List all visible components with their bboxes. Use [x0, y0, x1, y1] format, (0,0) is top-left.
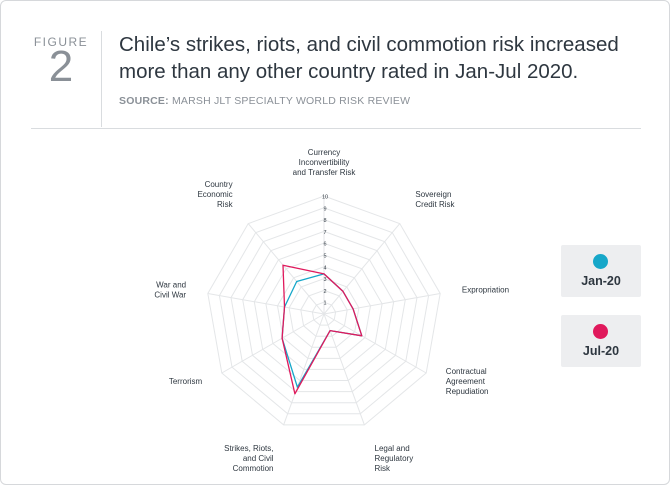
- category-label-line: Country: [205, 180, 233, 189]
- category-label-line: Regulatory: [375, 454, 414, 463]
- tick-label: 2: [323, 289, 326, 295]
- grid-ring: [230, 219, 418, 404]
- radar-series: [281, 264, 363, 395]
- grid-spoke: [283, 313, 325, 426]
- category-label-line: Strikes, Riots,: [224, 444, 273, 453]
- category-label-line: and Transfer Risk: [293, 168, 357, 177]
- source-text: MARSH JLT SPECIALTY WORLD RISK REVIEW: [168, 95, 411, 107]
- radar-grid: [207, 195, 441, 426]
- category-label-line: Agreement: [446, 377, 486, 386]
- category-label: Country Economic Risk: [197, 180, 233, 209]
- legend-label-jul-20: Jul-20: [582, 344, 620, 358]
- category-label-line: Civil War: [154, 290, 186, 299]
- chart-title-line: Chile’s strikes, riots, and civil commot…: [119, 33, 619, 56]
- category-label-line: and Civil: [243, 454, 274, 463]
- category-label-line: Economic: [197, 190, 232, 199]
- tick-label: 3: [323, 277, 326, 283]
- source-note: SOURCE: MARSH JLT SPECIALTY WORLD RISK R…: [119, 95, 410, 107]
- category-label: Terrorism: [169, 377, 203, 386]
- source-prefix: SOURCE:: [119, 95, 169, 107]
- grid-spoke: [221, 313, 325, 374]
- category-label: Strikes, Riots, and Civil Commotion: [224, 444, 274, 473]
- category-label-line: Commotion: [233, 464, 274, 473]
- chart-title: Chile’s strikes, riots, and civil commot…: [119, 31, 649, 85]
- radar-ticks: 1 2 3 4 5 6 7 8 9 10: [322, 195, 328, 307]
- legend-swatch-jan-20: [593, 254, 608, 269]
- tick-label: 1: [323, 301, 326, 307]
- category-label: Currency Inconvertibility and Transfer Ris…: [293, 148, 357, 177]
- category-label-line: Risk: [375, 464, 392, 473]
- tick-label: 9: [323, 206, 326, 212]
- figure-number: 2: [48, 42, 74, 91]
- category-label: War and Civil War: [154, 280, 186, 299]
- category-label-line: Risk: [217, 200, 234, 209]
- grid-spoke: [323, 313, 365, 426]
- tick-label: 8: [323, 218, 326, 224]
- category-label-line: War and: [156, 280, 186, 289]
- grid-spoke: [323, 313, 427, 374]
- grid-ring: [253, 242, 395, 381]
- category-label-line: Credit Risk: [415, 200, 455, 209]
- grid-ring: [242, 230, 406, 393]
- legend-item-jul-20: Jul-20: [561, 315, 641, 367]
- category-label-line: Terrorism: [169, 377, 203, 386]
- radar-category-labels: Currency Inconvertibility and Transfer Ris…: [154, 148, 509, 473]
- grid-spoke: [247, 223, 325, 315]
- legend-swatch-jul-20: [593, 324, 608, 339]
- title-divider: [101, 31, 102, 127]
- category-label-line: Repudiation: [446, 387, 489, 396]
- category-label-line: Expropriation: [462, 285, 509, 294]
- header-divider: [31, 128, 641, 129]
- chart-title-line: more than any other country rated in Jan…: [119, 60, 579, 83]
- grid-spoke: [207, 293, 325, 315]
- category-label-line: Contractual: [446, 367, 487, 376]
- category-label-line: Currency: [308, 148, 340, 157]
- grid-spoke: [323, 223, 401, 315]
- grid-ring: [311, 301, 337, 326]
- tick-label: 5: [323, 254, 326, 260]
- grid-ring: [218, 207, 430, 415]
- tick-label: 10: [322, 195, 328, 201]
- category-label-line: Sovereign: [415, 190, 451, 199]
- legend-label-jan-20: Jan-20: [581, 274, 621, 288]
- figure-label: FIGURE: [33, 35, 89, 49]
- category-label-line: Inconvertibility: [299, 158, 350, 167]
- grid-spoke: [323, 293, 441, 315]
- category-label-line: Legal and: [375, 444, 410, 453]
- category-label: Expropriation: [462, 285, 509, 294]
- grid-ring: [288, 278, 360, 348]
- grid-ring: [300, 289, 348, 337]
- category-label: Legal and Regulatory Risk: [375, 444, 414, 473]
- grid-ring: [207, 195, 441, 426]
- grid-ring: [276, 266, 372, 359]
- category-label: Contractual Agreement Repudiation: [446, 367, 489, 396]
- tick-label: 6: [323, 242, 326, 248]
- legend-item-jan-20: Jan-20: [561, 245, 641, 297]
- grid-ring: [265, 254, 383, 370]
- tick-label: 7: [323, 230, 326, 236]
- category-label: Sovereign Credit Risk: [415, 190, 455, 209]
- series-line-jul-20: [281, 264, 363, 395]
- tick-label: 4: [323, 265, 326, 271]
